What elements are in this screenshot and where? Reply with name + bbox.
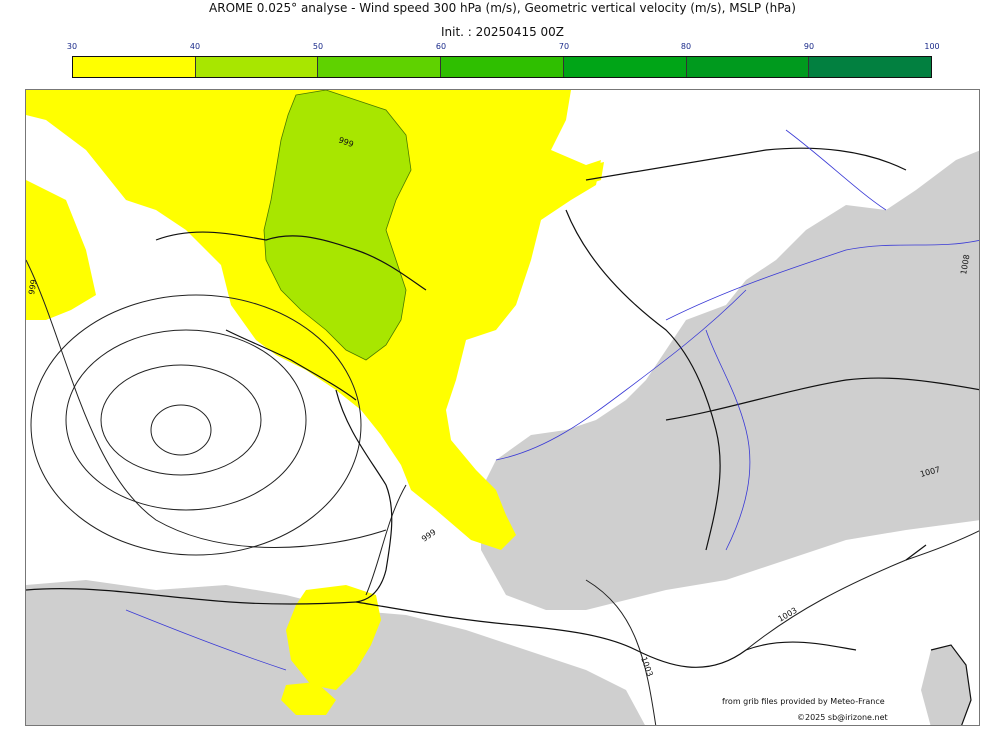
isobar bbox=[30, 294, 362, 556]
isobar bbox=[585, 579, 657, 725]
isobar bbox=[365, 484, 407, 596]
data-source-credit: from grib files provided by Meteo-France bbox=[722, 697, 885, 706]
coastline-iberia-north bbox=[26, 588, 357, 605]
init-time: Init. : 20250415 00Z bbox=[440, 25, 565, 39]
isobar bbox=[26, 259, 387, 548]
river bbox=[495, 289, 747, 461]
colorbar-tick-label: 60 bbox=[435, 42, 447, 51]
green-jet-core bbox=[263, 90, 412, 361]
colorbar-tick-label: 90 bbox=[803, 42, 815, 51]
river bbox=[705, 329, 751, 551]
colorbar-tick-label: 80 bbox=[680, 42, 692, 51]
colorbar-segment bbox=[563, 57, 687, 77]
coastline-mediterranean bbox=[355, 601, 857, 668]
colorbar-tick-label: 30 bbox=[66, 42, 78, 51]
coastline-brittany bbox=[225, 329, 357, 401]
river bbox=[125, 609, 287, 671]
river bbox=[785, 129, 887, 211]
colorbar-tick-label: 40 bbox=[189, 42, 201, 51]
river bbox=[665, 239, 979, 321]
yellow-region-pyrenees bbox=[286, 585, 381, 690]
isobar bbox=[65, 329, 307, 511]
isobars bbox=[26, 259, 979, 725]
colorbar-segment bbox=[441, 57, 564, 77]
coastlines-borders bbox=[26, 147, 979, 725]
colorbar-tick-labels: 30 40 50 60 70 80 90 100 bbox=[0, 42, 1005, 54]
isobar-label: 1003 bbox=[777, 606, 799, 624]
weather-map: 999 999 999 1003 1003 1007 1008 bbox=[25, 89, 980, 726]
yellow-region-small bbox=[281, 682, 336, 715]
yellow-region-west bbox=[26, 180, 96, 320]
weather-map-canvas: 999 999 999 1003 1003 1007 1008 bbox=[26, 90, 979, 725]
shading-corsica bbox=[921, 645, 971, 725]
border-germany bbox=[585, 147, 907, 181]
coastline-corsica bbox=[930, 644, 972, 725]
isobar bbox=[150, 404, 212, 456]
colorbar-segment bbox=[686, 57, 810, 77]
colorbar-segment bbox=[809, 57, 932, 77]
coastline-sardinia-frame bbox=[905, 544, 927, 561]
border-alps bbox=[665, 377, 979, 421]
isobar bbox=[745, 530, 979, 651]
isobar-label: 1003 bbox=[639, 656, 654, 678]
wind-speed-colorbar bbox=[72, 56, 932, 78]
isobar bbox=[100, 364, 262, 476]
isobar-label: 1008 bbox=[959, 254, 971, 276]
border-france-east bbox=[565, 209, 721, 551]
colorbar-segment bbox=[195, 57, 319, 77]
coastline-biscay bbox=[335, 389, 393, 603]
rivers bbox=[125, 129, 979, 671]
colorbar-segment bbox=[73, 57, 196, 77]
isobar-label: 999 bbox=[420, 528, 438, 544]
colorbar-segment bbox=[318, 57, 442, 77]
map-title: AROME 0.025° analyse - Wind speed 300 hP… bbox=[209, 1, 796, 15]
colorbar-tick-label: 50 bbox=[312, 42, 324, 51]
coastline-channel bbox=[155, 231, 427, 291]
wind-speed-40-50 bbox=[263, 90, 412, 361]
copyright-credit: ©2025 sb@irizone.net bbox=[797, 713, 888, 722]
shading-east bbox=[481, 150, 979, 610]
colorbar-tick-label: 70 bbox=[558, 42, 570, 51]
colorbar-tick-label: 100 bbox=[924, 42, 940, 51]
isobar-label: 999 bbox=[27, 279, 39, 296]
